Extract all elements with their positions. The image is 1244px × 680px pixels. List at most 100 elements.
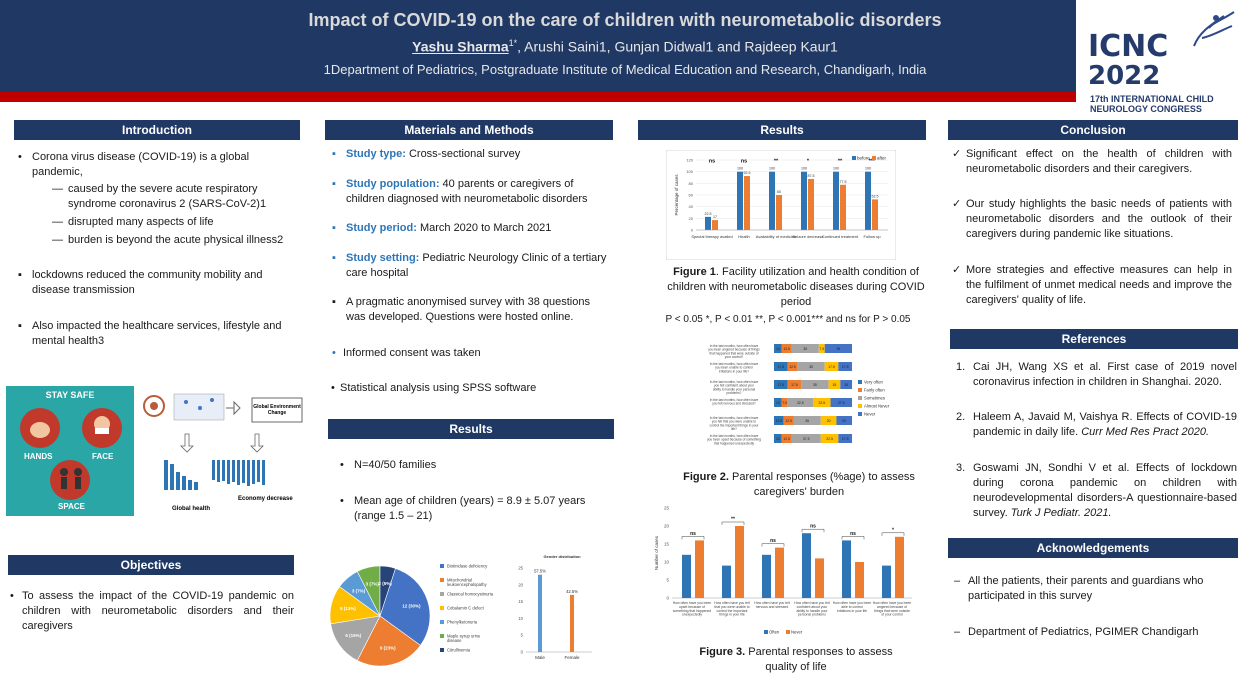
reference-3-text: Goswami JN, Sondhi V et al. Effects of l… bbox=[973, 462, 1237, 519]
legend-swatch bbox=[440, 578, 444, 582]
bullet-marker: ▪ bbox=[332, 148, 336, 160]
study-type-value: Cross-sectional survey bbox=[405, 148, 521, 160]
x-tick-label: Health bbox=[738, 234, 750, 239]
segment-sometimes bbox=[787, 398, 813, 407]
ack-2: – Department of Pediatrics, PGIMER Chandi… bbox=[954, 625, 1230, 640]
bar-often bbox=[682, 554, 691, 598]
legend-label: Maple syrup urine disease bbox=[447, 634, 481, 644]
segment-label: 12.5 bbox=[776, 419, 783, 423]
method-consent: • Informed consent was taken bbox=[332, 346, 603, 361]
reference-2-text: Haleem A, Javaid M, Vaishya R. Effects o… bbox=[973, 411, 1237, 438]
y-tick-label: 5 bbox=[666, 578, 669, 583]
gender-bar-chart: Gender distribution 0 5 10 15 20 25 57.5% Male 42… bbox=[518, 554, 592, 660]
significance-marker: ns bbox=[690, 531, 696, 537]
stay-safe-title: STAY SAFE bbox=[45, 390, 95, 400]
data-label: 57.5% bbox=[534, 569, 546, 574]
segment-fairly-often bbox=[781, 344, 792, 353]
space-icon bbox=[50, 460, 90, 500]
segment-never bbox=[836, 416, 852, 425]
segment-never bbox=[824, 344, 852, 353]
logo-name: ICNC bbox=[1088, 29, 1169, 64]
segment-label: 10 bbox=[776, 401, 780, 405]
significance-bracket bbox=[881, 532, 905, 536]
bar-never bbox=[895, 536, 904, 598]
segment-almost-never bbox=[813, 398, 831, 407]
figure3-caption: Figure 3. Parental responses to assess q… bbox=[690, 645, 902, 675]
segment-label: 35 bbox=[836, 347, 840, 351]
segment-label: 35 bbox=[813, 383, 817, 387]
legend-label: before bbox=[857, 156, 870, 161]
segment-fairly-often bbox=[783, 416, 794, 425]
y-tick-label: 0 bbox=[691, 228, 694, 233]
segment-label: 15 bbox=[844, 383, 848, 387]
bullet-marker: • bbox=[331, 382, 335, 394]
significance-marker: ns bbox=[770, 538, 776, 544]
y-axis-label: Percentage of cases bbox=[674, 174, 679, 216]
data-label: 100 bbox=[737, 167, 743, 171]
significance-marker: ** bbox=[838, 159, 843, 165]
segment-label: 27.5 bbox=[838, 401, 845, 405]
category-label: In the last months, how often have you fe… bbox=[710, 416, 760, 431]
segment-never bbox=[838, 362, 852, 371]
methods-heading: Materials and Methods bbox=[325, 120, 613, 140]
figure1-caption: Figure 1. Facility utilization and healt… bbox=[664, 265, 928, 310]
ack-1: – All the patients, their parents and gua… bbox=[954, 574, 1230, 604]
ack-2-text: Department of Pediatrics, PGIMER Chandig… bbox=[968, 626, 1199, 638]
check-icon: ✓ bbox=[952, 148, 962, 160]
period-label: Study period: bbox=[346, 222, 417, 234]
x-tick-label: Seizure decrease bbox=[792, 234, 824, 239]
intro-bullet-1-text: Corona virus disease (COVID-19) is a glo… bbox=[32, 151, 250, 178]
data-label: 42.5% bbox=[566, 589, 578, 594]
bar-male bbox=[538, 574, 542, 652]
method-population: ▪ Study population: 40 parents or caregiv… bbox=[332, 177, 606, 207]
segment-almost-never bbox=[820, 434, 839, 443]
figure1-chart: 0 20 40 60 80 100 120 Percentage of cases 22.517… bbox=[666, 150, 896, 260]
bar-often bbox=[882, 565, 891, 598]
bar-never bbox=[855, 562, 864, 598]
dash-marker: – bbox=[954, 575, 961, 587]
global-change-diagram: Global Environment Change Global health E… bbox=[143, 393, 303, 512]
segment-very-often bbox=[774, 398, 782, 407]
segment-almost-never bbox=[820, 416, 837, 425]
segment-label: 22.5 bbox=[826, 437, 833, 441]
result-n: • N=40/50 families bbox=[340, 458, 604, 473]
slice-label: 3 (7%) bbox=[352, 588, 366, 593]
y-tick-label: 20 bbox=[689, 216, 694, 221]
check-icon: ✓ bbox=[952, 198, 962, 210]
intro-bullet-3-text: Also impacted the healthcare services, l… bbox=[32, 320, 282, 347]
bar-often bbox=[722, 565, 731, 598]
logo-year: 2022 bbox=[1088, 61, 1161, 91]
legend-label: Phenylketonuria bbox=[447, 620, 478, 625]
period-value: March 2020 to March 2021 bbox=[416, 222, 552, 234]
legend-swatch bbox=[858, 380, 862, 384]
bullet-marker: • bbox=[332, 347, 336, 359]
x-tick-label: Follow up bbox=[863, 234, 881, 239]
y-tick-label: 10 bbox=[518, 616, 523, 621]
bar-before bbox=[833, 171, 839, 230]
legend-swatch bbox=[872, 156, 876, 160]
consent-text: Informed consent was taken bbox=[343, 347, 481, 359]
figure1-text: . Facility utilization and health condit… bbox=[667, 266, 925, 308]
legend-swatch bbox=[858, 396, 862, 400]
x-tick-label: How often have you been angered because o… bbox=[873, 601, 912, 617]
conference-logo: ICNC 2022 17th INTERNATIONAL CHILD NEUROL… bbox=[1084, 8, 1240, 120]
segment-label: 17.5 bbox=[842, 437, 849, 441]
segment-label: 10 bbox=[776, 347, 780, 351]
bar-before bbox=[737, 171, 743, 230]
segment-very-often bbox=[774, 416, 784, 425]
data-label: 92.5 bbox=[744, 171, 751, 175]
category-label: In the last months, how often have you be… bbox=[707, 434, 761, 445]
data-label: 77.5 bbox=[840, 180, 847, 184]
legend-swatch bbox=[858, 388, 862, 392]
author-line: Yashu Sharma1*, Arushi Saini1, Gunjan Di… bbox=[0, 38, 1244, 55]
method-setting: ▪ Study setting: Pediatric Neurology Clin… bbox=[332, 251, 616, 281]
segment-sometimes bbox=[801, 380, 829, 389]
significance-bracket bbox=[801, 528, 825, 533]
bar-female bbox=[570, 594, 574, 652]
segment-very-often bbox=[774, 380, 788, 389]
segment-very-often bbox=[774, 434, 782, 443]
x-tick-label: How often have you felt confident about y… bbox=[794, 601, 829, 617]
population-label: Study population: bbox=[346, 178, 440, 190]
economy-label: Economy decrease bbox=[238, 496, 293, 502]
method-survey: ▪ A pragmatic anonymised survey with 38 q… bbox=[332, 295, 611, 325]
